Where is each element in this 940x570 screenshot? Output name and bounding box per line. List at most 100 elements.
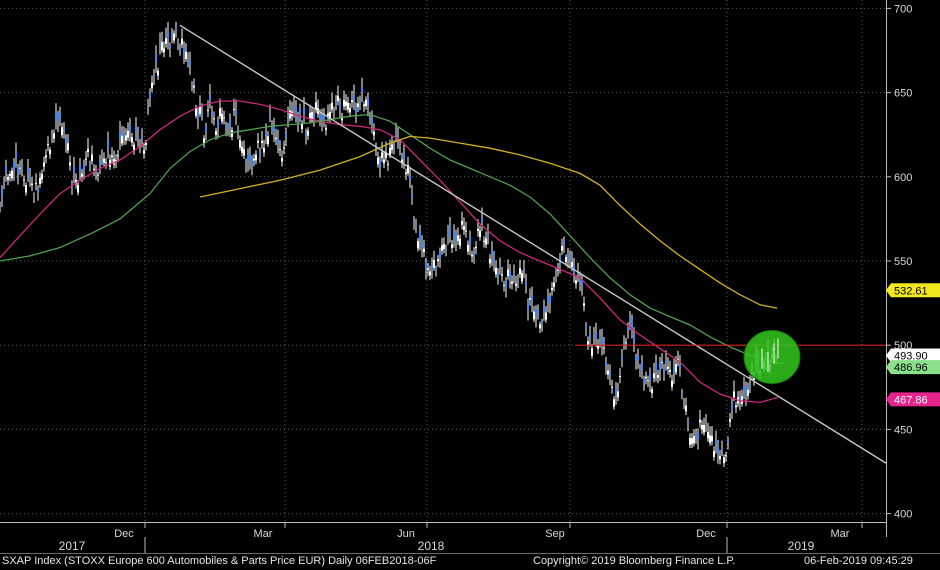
price-candle [313, 113, 315, 118]
price-candle [687, 422, 689, 424]
price-candle [679, 363, 681, 368]
price-candle [119, 130, 121, 139]
price-candle [393, 146, 395, 148]
price-candle [389, 147, 391, 155]
price-candle [233, 109, 235, 111]
price-candle [175, 28, 177, 31]
price-candle [627, 328, 629, 331]
price-candle [217, 119, 219, 128]
price-candle [461, 221, 463, 225]
price-candle [117, 155, 119, 157]
price-candle [417, 241, 419, 249]
price-candle [105, 162, 107, 164]
price-candle [509, 270, 511, 279]
price-candle [497, 273, 499, 277]
price-candle [683, 402, 685, 404]
price-candle [703, 425, 705, 433]
price-candle [9, 173, 11, 176]
price-candle [273, 126, 275, 133]
badge-bg-486.96 [886, 360, 940, 375]
price-candle [5, 166, 7, 173]
price-candle [655, 363, 657, 372]
price-candle [429, 271, 431, 276]
price-candle [697, 432, 699, 440]
price-candle [485, 238, 487, 245]
price-candle [293, 106, 295, 110]
series-ma_yellow [199, 135, 778, 309]
price-candle [77, 184, 79, 193]
price-candle [365, 99, 367, 106]
price-candle [391, 144, 393, 150]
price-candle [677, 358, 679, 361]
price-candle [189, 59, 191, 66]
price-candle [177, 42, 179, 44]
price-candle [733, 391, 735, 398]
price-candle [637, 355, 639, 360]
annotation-layer [743, 329, 801, 385]
price-candle [339, 103, 341, 110]
price-candle [15, 152, 17, 158]
price-candle [163, 48, 165, 53]
price-candle [65, 137, 67, 144]
price-candle [659, 361, 661, 371]
price-candle [287, 114, 289, 119]
price-candle [145, 142, 147, 145]
price-candle [263, 147, 265, 153]
price-candle [457, 235, 459, 242]
x-tick-label-3: Sep [545, 528, 565, 540]
badge-label-486.96: 486.96 [894, 362, 928, 374]
badge-label-467.86: 467.86 [894, 394, 928, 406]
price-candle [57, 115, 59, 123]
price-candle [635, 357, 637, 362]
price-candle [649, 372, 651, 382]
price-candle [109, 159, 111, 167]
y-tick-label-550: 550 [894, 256, 912, 268]
price-candle [719, 456, 721, 460]
price-candle [351, 100, 353, 103]
y-tick-label-450: 450 [894, 424, 912, 436]
price-candle [249, 153, 251, 160]
price-candle [315, 102, 317, 110]
price-candle [257, 140, 259, 143]
price-candle [715, 439, 717, 445]
price-candle [285, 133, 287, 138]
price-candle [675, 364, 677, 373]
price-candle [455, 237, 457, 243]
price-candle [53, 133, 55, 139]
price-candle [433, 260, 435, 268]
price-candle [475, 246, 477, 249]
price-candle [727, 439, 729, 442]
price-candle [55, 111, 57, 120]
price-candle [533, 311, 535, 320]
price-candle [11, 170, 13, 179]
price-candle [547, 295, 549, 303]
footer-copyright: Copyright© 2019 Bloomberg Finance L.P. [533, 555, 736, 567]
y-tick-label-650: 650 [894, 88, 912, 100]
price-candle [673, 365, 675, 374]
price-candle [395, 132, 397, 135]
price-candle [625, 342, 627, 344]
price-candle [247, 155, 249, 162]
price-candle [735, 405, 737, 408]
price-candle [49, 149, 51, 155]
price-candle [147, 107, 149, 109]
price-candle [205, 126, 207, 132]
price-candle [261, 140, 263, 144]
price-candle [295, 107, 297, 114]
price-candle [519, 268, 521, 275]
price-candle [481, 217, 483, 223]
price-candle [103, 158, 105, 163]
price-candle [523, 269, 525, 271]
badge-bg-493.90 [886, 348, 940, 363]
price-candle [483, 240, 485, 242]
price-candle [463, 226, 465, 231]
y-tick-label-700: 700 [894, 3, 912, 15]
price-candle [297, 114, 299, 122]
price-candle [3, 182, 5, 184]
price-candle [345, 101, 347, 106]
price-candle [639, 368, 641, 370]
price-candle [25, 185, 27, 193]
badge-493.90: 493.90 [886, 348, 940, 363]
price-candle [93, 168, 95, 170]
price-candle [419, 231, 421, 240]
